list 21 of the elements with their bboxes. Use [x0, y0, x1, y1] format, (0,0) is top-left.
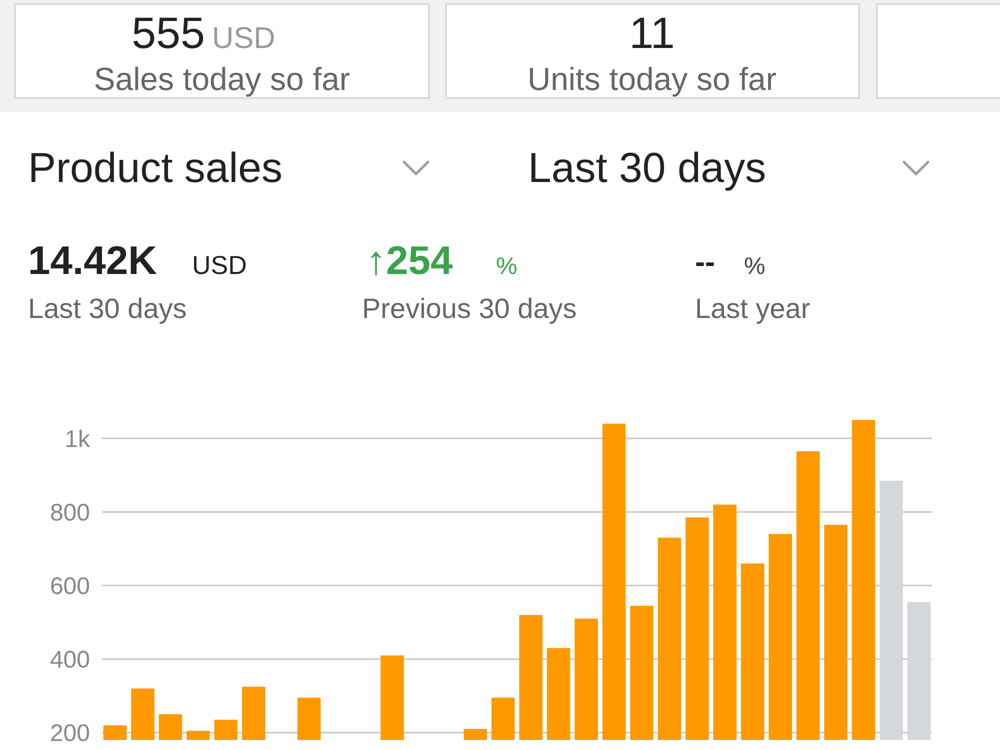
- text: USD: [212, 22, 276, 55]
- chart-title: Product sales: [28, 144, 282, 191]
- text: %: [744, 253, 766, 280]
- y-tick-label: 800: [50, 499, 90, 526]
- y-tick-label: 200: [50, 720, 90, 748]
- text: Previous 30 days: [362, 293, 577, 324]
- text: Units today so far: [528, 61, 777, 97]
- text: Last year: [695, 293, 810, 324]
- text: 14.42K: [28, 239, 158, 283]
- y-tick-label: 400: [50, 646, 90, 674]
- text: ↑254: [366, 239, 454, 283]
- text: 11: [629, 9, 675, 58]
- text: USD: [192, 250, 247, 280]
- text: 555: [132, 9, 205, 58]
- text: Sales today so far: [94, 61, 350, 97]
- text: --: [695, 246, 715, 279]
- y-tick-label: 600: [50, 572, 90, 600]
- text: Last 30 days: [28, 293, 187, 324]
- y-tick-label: 1k: [64, 426, 91, 453]
- text: %: [496, 253, 518, 280]
- chart-subtitle: Last 30 days: [528, 144, 766, 191]
